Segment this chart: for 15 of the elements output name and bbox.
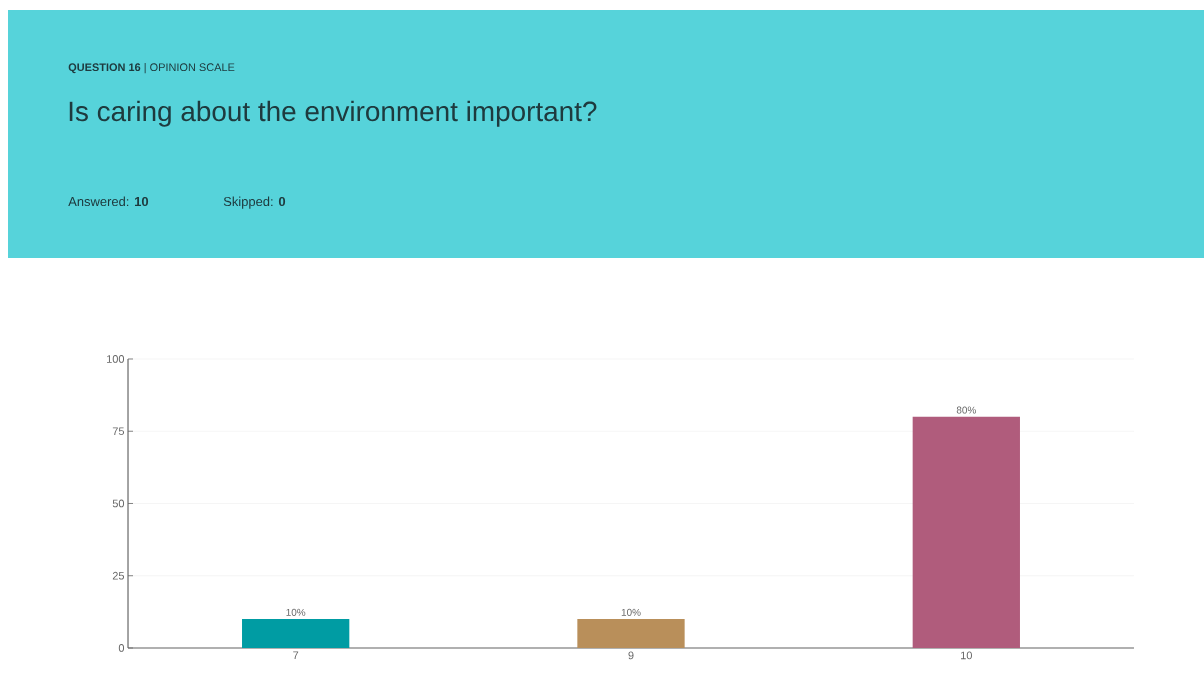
y-tick-label: 75 bbox=[112, 427, 125, 436]
y-tick-label: 0 bbox=[118, 644, 125, 652]
y-tick-label: 25 bbox=[112, 571, 125, 580]
text: Answered: 10 bbox=[68, 196, 149, 207]
data-label: 10% bbox=[621, 608, 641, 616]
x-tick-label: 7 bbox=[293, 651, 299, 660]
chart-title: Is caring about the environment important? bbox=[69, 100, 597, 127]
x-tick-label: 9 bbox=[628, 651, 634, 660]
text: Skipped: 0 bbox=[223, 196, 286, 209]
y-tick-label: 100 bbox=[107, 355, 125, 363]
x-tick-label: 10 bbox=[961, 651, 972, 660]
chart-subtitle: QUESTION 16 | OPINION SCALE bbox=[68, 63, 235, 74]
data-label: 10% bbox=[286, 608, 306, 616]
y-tick-label: 50 bbox=[112, 499, 125, 508]
data-label: 80% bbox=[956, 406, 976, 414]
